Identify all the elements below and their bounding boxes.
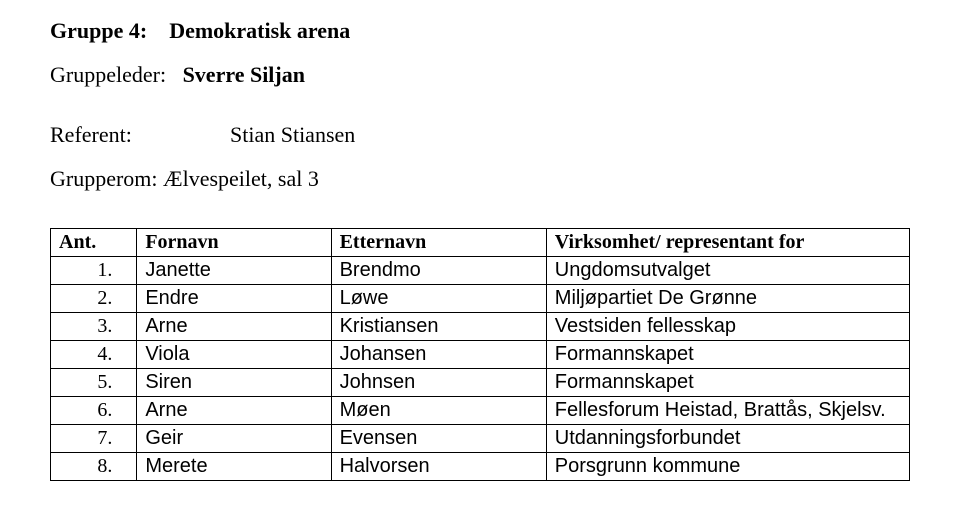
- cell-etternavn: Halvorsen: [331, 453, 546, 481]
- table-header-row: Ant. Fornavn Etternavn Virksomhet/ repre…: [51, 229, 910, 257]
- table-row: 2.EndreLøweMiljøpartiet De Grønne: [51, 285, 910, 313]
- cell-virksomhet: Ungdomsutvalget: [546, 257, 909, 285]
- cell-ant: 4.: [51, 341, 137, 369]
- cell-etternavn: Løwe: [331, 285, 546, 313]
- col-header-fornavn: Fornavn: [137, 229, 331, 257]
- cell-fornavn: Arne: [137, 397, 331, 425]
- cell-fornavn: Merete: [137, 453, 331, 481]
- cell-virksomhet: Fellesforum Heistad, Brattås, Skjelsv.: [546, 397, 909, 425]
- group-leader-label: Gruppeleder:: [50, 62, 166, 87]
- cell-ant: 7.: [51, 425, 137, 453]
- cell-ant: 5.: [51, 369, 137, 397]
- cell-etternavn: Evensen: [331, 425, 546, 453]
- col-header-virksomhet: Virksomhet/ representant for: [546, 229, 909, 257]
- cell-ant: 3.: [51, 313, 137, 341]
- table-row: 4.ViolaJohansenFormannskapet: [51, 341, 910, 369]
- cell-fornavn: Janette: [137, 257, 331, 285]
- cell-ant: 2.: [51, 285, 137, 313]
- table-body: 1.JanetteBrendmoUngdomsutvalget2.EndreLø…: [51, 257, 910, 481]
- table-row: 8.MereteHalvorsenPorsgrunn kommune: [51, 453, 910, 481]
- cell-fornavn: Viola: [137, 341, 331, 369]
- cell-etternavn: Brendmo: [331, 257, 546, 285]
- cell-virksomhet: Vestsiden fellesskap: [546, 313, 909, 341]
- room-label: Grupperom:: [50, 166, 158, 191]
- document-page: Gruppe 4: Demokratisk arena Gruppeleder:…: [0, 0, 960, 481]
- cell-etternavn: Johnsen: [331, 369, 546, 397]
- participants-table: Ant. Fornavn Etternavn Virksomhet/ repre…: [50, 228, 910, 481]
- cell-fornavn: Siren: [137, 369, 331, 397]
- referent-name: Stian Stiansen: [230, 122, 355, 148]
- cell-ant: 1.: [51, 257, 137, 285]
- col-header-etternavn: Etternavn: [331, 229, 546, 257]
- cell-fornavn: Arne: [137, 313, 331, 341]
- cell-fornavn: Geir: [137, 425, 331, 453]
- heading-space: [153, 18, 164, 43]
- cell-ant: 6.: [51, 397, 137, 425]
- cell-virksomhet: Miljøpartiet De Grønne: [546, 285, 909, 313]
- referent-label: Referent:: [50, 122, 230, 148]
- cell-etternavn: Møen: [331, 397, 546, 425]
- table-row: 6.ArneMøenFellesforum Heistad, Brattås, …: [51, 397, 910, 425]
- group-leader-name: Sverre Siljan: [183, 62, 305, 87]
- room-line: Grupperom: Ælvespeilet, sal 3: [50, 166, 910, 192]
- table-row: 3.ArneKristiansenVestsiden fellesskap: [51, 313, 910, 341]
- cell-virksomhet: Utdanningsforbundet: [546, 425, 909, 453]
- leader-space: [172, 62, 178, 87]
- group-heading: Gruppe 4: Demokratisk arena: [50, 18, 910, 44]
- table-row: 7.GeirEvensenUtdanningsforbundet: [51, 425, 910, 453]
- cell-virksomhet: Porsgrunn kommune: [546, 453, 909, 481]
- table-row: 1.JanetteBrendmoUngdomsutvalget: [51, 257, 910, 285]
- cell-ant: 8.: [51, 453, 137, 481]
- cell-etternavn: Kristiansen: [331, 313, 546, 341]
- table-row: 5.SirenJohnsenFormannskapet: [51, 369, 910, 397]
- cell-virksomhet: Formannskapet: [546, 369, 909, 397]
- col-header-ant: Ant.: [51, 229, 137, 257]
- group-title: Demokratisk arena: [169, 18, 350, 43]
- cell-virksomhet: Formannskapet: [546, 341, 909, 369]
- room-value: Ælvespeilet, sal 3: [163, 166, 319, 191]
- group-prefix: Gruppe 4:: [50, 18, 147, 43]
- group-leader-line: Gruppeleder: Sverre Siljan: [50, 62, 910, 88]
- cell-etternavn: Johansen: [331, 341, 546, 369]
- cell-fornavn: Endre: [137, 285, 331, 313]
- referent-line: Referent: Stian Stiansen: [50, 122, 910, 148]
